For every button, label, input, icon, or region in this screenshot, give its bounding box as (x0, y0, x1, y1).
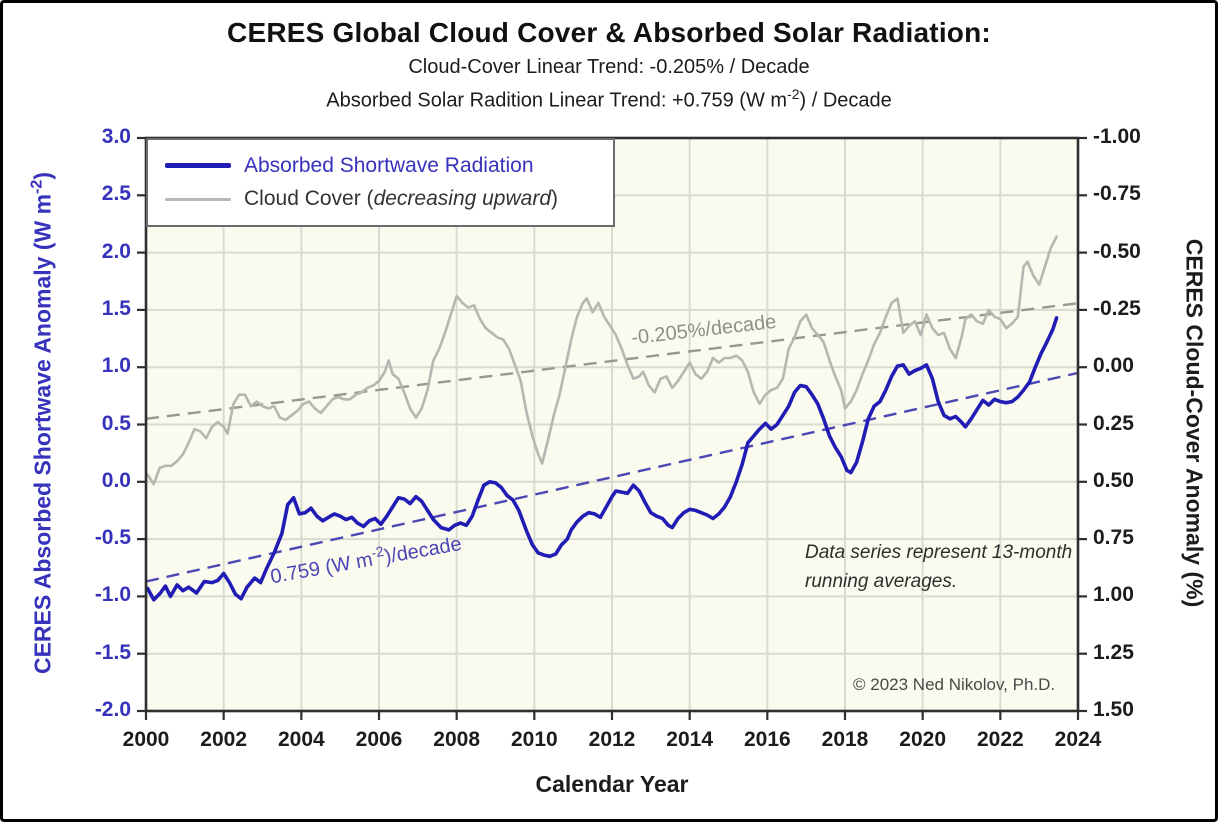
right-axis-tick-label: 1.00 (1093, 583, 1134, 607)
left-axis-tick-label: 3.0 (101, 125, 131, 148)
x-axis-tick-label: 2024 (1054, 728, 1102, 751)
x-axis-tick-label: 2020 (899, 728, 947, 751)
legend-label-cloud: Cloud Cover (decreasing upward) (244, 187, 559, 211)
right-axis-tick-label: -1.00 (1093, 125, 1141, 148)
left-axis-tick-label: -2.0 (94, 698, 131, 721)
chart-title: CERES Global Cloud Cover & Absorbed Sola… (227, 17, 991, 48)
asr-line-swatch (165, 163, 231, 169)
right-axis-tick-label: 1.50 (1093, 698, 1134, 721)
superscript: -2 (787, 86, 800, 102)
x-axis-tick-label: 2016 (743, 728, 791, 751)
asr-series-line (145, 316, 1059, 602)
x-axis-tick-label: 2004 (277, 728, 325, 751)
copyright-note: © 2023 Ned Nikolov, Ph.D. (853, 675, 1056, 694)
chart-subtitle-cloud-trend: Cloud-Cover Linear Trend: -0.205% / Deca… (408, 56, 810, 78)
left-axis-tick-label: 0.0 (101, 468, 131, 492)
right-axis-tick-label: -0.25 (1093, 296, 1141, 320)
superscript: -2 (27, 179, 46, 194)
cloud-cover-series-line (146, 235, 1058, 486)
chart-plot (137, 136, 1087, 720)
left-axis-tick-label: 1.5 (101, 296, 131, 320)
x-axis-tick-label: 2000 (122, 728, 170, 751)
right-axis-tick-label: 0.00 (1093, 354, 1134, 378)
right-axis-tick-label: 0.50 (1093, 468, 1134, 492)
left-axis-tick-label: 0.5 (101, 411, 131, 435)
chart-subtitle-asr-trend: Absorbed Solar Radition Linear Trend: +0… (326, 86, 892, 112)
x-axis-tick-label: 2012 (588, 728, 636, 751)
running-average-note: Data series represent 13-month running a… (805, 542, 1073, 592)
right-axis-tick-label: 0.75 (1093, 526, 1134, 550)
left-axis-tick-label: 2.0 (101, 239, 131, 263)
right-axis-tick-label: -0.75 (1093, 182, 1141, 206)
right-axis-tick-label: -0.50 (1093, 239, 1141, 263)
legend-entry-asr: Absorbed Shortwave Radiation (165, 150, 605, 182)
legend-box: Absorbed Shortwave Radiation Cloud Cover… (146, 138, 615, 227)
x-axis-title: Calendar Year (535, 771, 689, 797)
left-axis-tick-label: 2.5 (101, 182, 131, 206)
right-axis-tick-label: 1.25 (1093, 640, 1134, 664)
left-axis-tick-label: -1.5 (94, 640, 131, 664)
left-axis-tick-label: 1.0 (101, 354, 131, 378)
cloud-cover-trend-line (145, 302, 1079, 420)
left-axis-tick-label: -1.0 (94, 583, 131, 607)
x-axis-tick-label: 2014 (666, 728, 714, 751)
x-axis-tick-label: 2002 (200, 728, 248, 751)
x-axis-tick-label: 2008 (433, 728, 481, 751)
left-axis-title: CERES Absorbed Shortwave Anomaly (W m-2) (27, 171, 56, 675)
left-axis-tick-label: -0.5 (94, 526, 131, 550)
chart-header: CERES Global Cloud Cover & Absorbed Sola… (3, 17, 1215, 113)
right-axis-tick-label: 0.25 (1093, 411, 1134, 435)
right-axis-title: CERES Cloud-Cover Anomaly (%) (1181, 238, 1208, 608)
x-axis-tick-label: 2018 (821, 728, 869, 751)
x-axis-tick-label: 2006 (355, 728, 403, 751)
cloud-line-swatch (165, 197, 231, 201)
x-axis-tick-label: 2022 (976, 728, 1024, 751)
legend-label-asr: Absorbed Shortwave Radiation (244, 153, 534, 177)
asr-trend-line (145, 371, 1079, 583)
legend-entry-cloud: Cloud Cover (decreasing upward) (165, 183, 605, 215)
x-axis-tick-label: 2010 (510, 728, 558, 751)
